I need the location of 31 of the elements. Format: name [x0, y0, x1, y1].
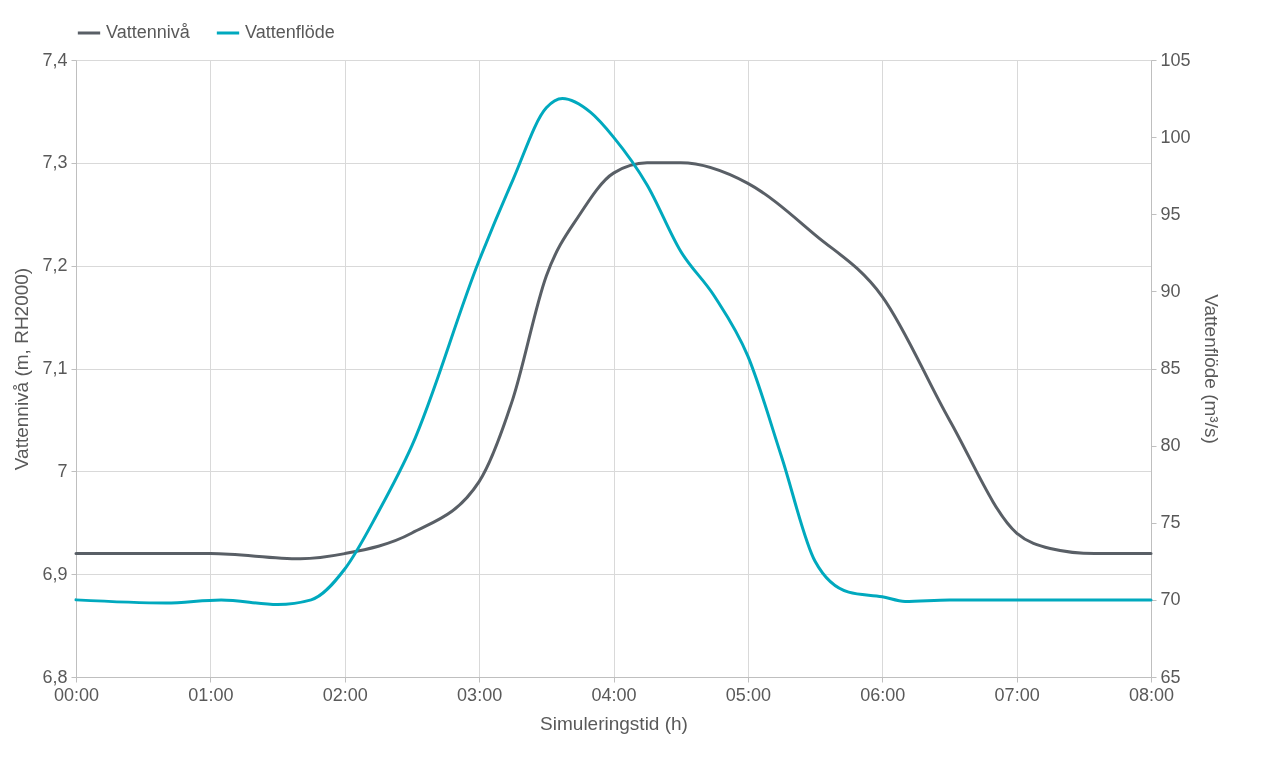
x-tick-label: 06:00	[860, 684, 906, 705]
y-tick-label: 7,1	[42, 358, 68, 378]
y-tick-label: 6,8	[42, 666, 68, 687]
y2-tick-label: 95	[1160, 203, 1181, 224]
y2-tick-label: 100	[1160, 126, 1191, 147]
y2-tick-label: 65	[1160, 666, 1181, 687]
y2-tick-label: 90	[1160, 280, 1181, 301]
y2-tick-label: 80	[1160, 435, 1181, 456]
y2-tick-label: 75	[1160, 512, 1181, 533]
x-tick-label: 07:00	[994, 684, 1040, 705]
x-tick-label: 05:00	[725, 684, 771, 705]
y-tick-label: 7,2	[42, 255, 68, 276]
x-axis-title: Simuleringstid (h)	[540, 712, 688, 734]
y-axis-title: Vattennivå (m, RH2000)	[11, 267, 33, 471]
y-tick-label: 7	[57, 460, 68, 481]
y2-tick-label: 105	[1160, 49, 1191, 70]
y2-axis-title: Vattenflöde (m³/s)	[1200, 294, 1222, 444]
line-series	[74, 97, 1153, 606]
y-tick-label: 7,4	[42, 49, 68, 70]
x-tick-label: 03:00	[457, 684, 503, 705]
x-tick-label: 08:00	[1128, 684, 1175, 705]
y-tick-label: 6,9	[42, 563, 68, 584]
legend-label: Vattennivå	[106, 22, 191, 42]
y-tick-label: 7,3	[42, 152, 68, 173]
y2-tick-label: 85	[1160, 358, 1181, 378]
x-tick-label: 04:00	[591, 684, 637, 705]
line-series	[74, 161, 1153, 561]
x-tick-label: 01:00	[188, 684, 234, 705]
x-tick-label: 02:00	[322, 684, 368, 705]
legend-label: Vattenflöde	[245, 22, 335, 42]
y2-tick-label: 70	[1160, 589, 1181, 610]
